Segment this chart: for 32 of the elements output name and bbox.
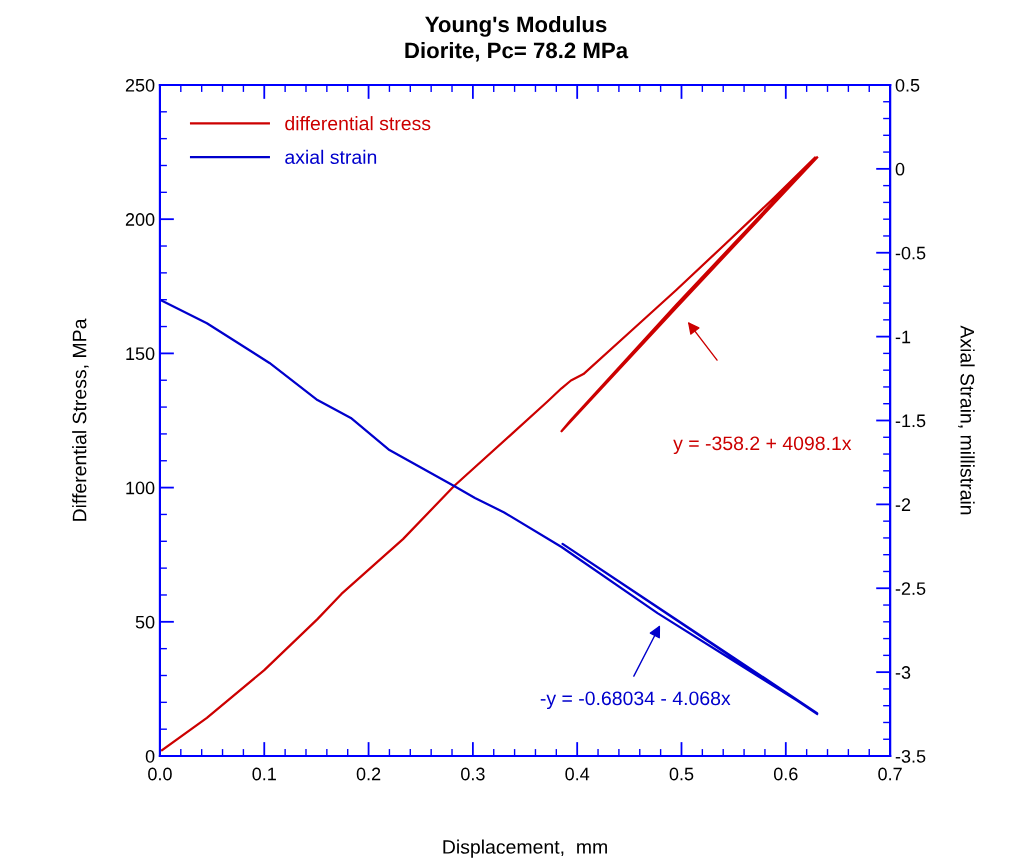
- y-tick-label: 100: [126, 481, 155, 495]
- x-tick-label: 0.6: [773, 767, 798, 781]
- x-axis-title: Displacement, mm: [443, 839, 607, 858]
- annotation: y = -358.2 + 4098.1x: [673, 436, 852, 455]
- x-tick-label: 0.7: [878, 767, 902, 781]
- y2-tick-label: -2: [895, 498, 911, 511]
- x-tick-label: 0.2: [356, 767, 381, 781]
- y2-tick-label: -1.5: [895, 414, 926, 428]
- y-axis-title: Differential Stress, MPa: [72, 318, 89, 521]
- y2-tick-label: -2.5: [895, 582, 926, 595]
- y2-tick-label: -0.5: [895, 246, 926, 260]
- y-tick-label: 150: [126, 347, 155, 361]
- annotation: -y = -0.68034 - 4.068x: [540, 691, 731, 710]
- y2-tick-label: 0: [895, 162, 905, 176]
- x-tick-label: 0.5: [669, 767, 694, 781]
- y-tick-label: 50: [135, 615, 155, 629]
- y2-axis-title: Axial Strain, millistrain: [958, 325, 975, 515]
- x-tick-label: 0.0: [148, 767, 172, 781]
- x-tick-label: 0.4: [565, 767, 590, 781]
- chart-subtitle: Diorite, Pc= 78.2 MPa: [405, 41, 629, 62]
- y2-tick-label: -3.5: [895, 749, 926, 763]
- x-tick-label: 0.3: [461, 767, 485, 781]
- x-tick-label: 0.1: [252, 767, 276, 781]
- y-tick-label: 0: [145, 749, 155, 763]
- y-tick-label: 250: [125, 78, 155, 92]
- chart-title: Young's Modulus: [425, 15, 607, 37]
- legend-label: differential stress: [285, 116, 431, 131]
- y2-tick-label: 0.5: [895, 78, 920, 92]
- y2-tick-label: -1: [895, 330, 911, 344]
- y-tick-label: 200: [125, 213, 155, 226]
- y2-tick-label: -3: [895, 666, 911, 679]
- legend-label: axial strain: [285, 149, 377, 165]
